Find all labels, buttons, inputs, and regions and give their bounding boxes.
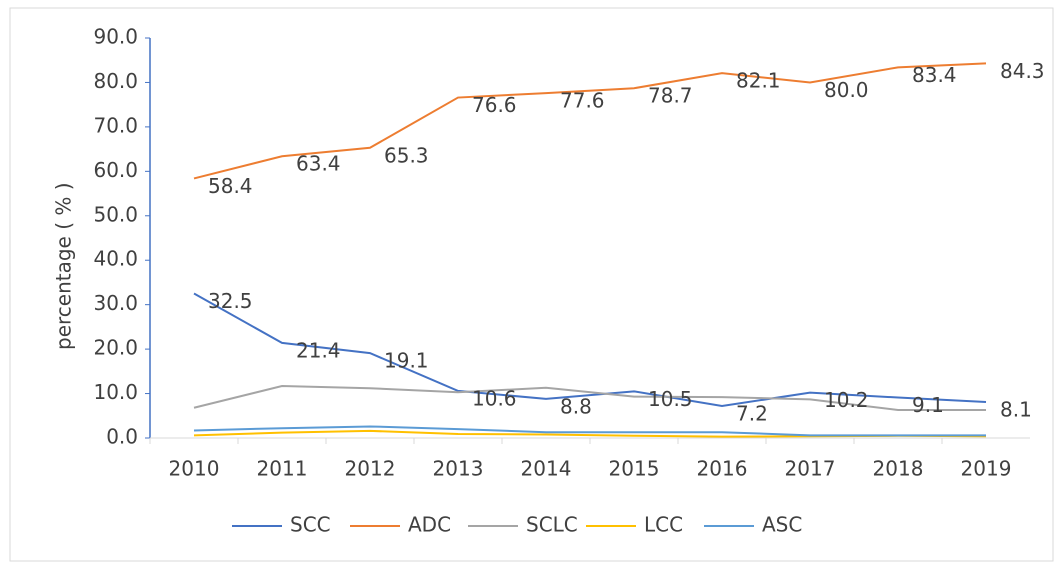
- series-line: [193, 425, 986, 437]
- y-tick-label: 20.0: [93, 336, 138, 360]
- x-tick-label: 2012: [345, 457, 396, 481]
- data-label: 78.7: [648, 84, 693, 108]
- x-tick-label: 2017: [785, 457, 836, 481]
- y-tick-label: 40.0: [93, 247, 138, 271]
- x-tick-label: 2010: [169, 457, 220, 481]
- legend-label: SCC: [290, 513, 331, 537]
- y-tick-label: 80.0: [93, 69, 138, 93]
- data-label: 82.1: [736, 69, 781, 93]
- x-tick-label: 2018: [873, 457, 924, 481]
- x-tick-label: 2019: [961, 457, 1012, 481]
- x-tick-label: 2014: [521, 457, 572, 481]
- data-label: 7.2: [736, 402, 768, 426]
- chart-frame: [9, 7, 1054, 562]
- y-axis-label: percentage ( % ): [52, 182, 76, 350]
- data-label: 9.1: [912, 393, 944, 417]
- legend-label: ASC: [762, 513, 802, 537]
- y-tick-label: 60.0: [93, 158, 138, 182]
- series-line: [193, 62, 987, 180]
- data-label: 77.6: [560, 89, 605, 113]
- data-label: 65.3: [384, 143, 429, 167]
- data-label: 10.5: [648, 387, 693, 411]
- y-tick-label: 0.0: [106, 425, 138, 449]
- y-tick-label: 10.0: [93, 380, 138, 404]
- legend-label: LCC: [644, 513, 683, 537]
- data-label: 19.1: [384, 349, 429, 373]
- y-tick-label: 50.0: [93, 202, 138, 226]
- series-line: [193, 384, 986, 411]
- x-tick-label: 2011: [257, 457, 308, 481]
- data-label: 10.2: [824, 388, 869, 412]
- data-label: 8.1: [1000, 398, 1032, 422]
- y-tick-label: 70.0: [93, 113, 138, 137]
- data-label: 76.6: [472, 93, 517, 117]
- series-line: [193, 292, 987, 408]
- x-tick-label: 2016: [697, 457, 748, 481]
- x-tick-label: 2015: [609, 457, 660, 481]
- data-label: 10.6: [472, 386, 517, 410]
- data-label: 58.4: [208, 174, 253, 198]
- legend-label: ADC: [408, 513, 451, 537]
- y-tick-label: 90.0: [93, 25, 138, 49]
- data-label: 21.4: [296, 338, 341, 362]
- data-label: 63.4: [296, 152, 341, 176]
- data-label: 84.3: [1000, 59, 1045, 83]
- legend-label: SCLC: [526, 513, 578, 537]
- data-label: 8.8: [560, 394, 592, 418]
- data-label: 80.0: [824, 78, 869, 102]
- data-label: 32.5: [208, 289, 253, 313]
- data-label: 83.4: [912, 63, 957, 87]
- y-tick-label: 30.0: [93, 291, 138, 315]
- x-tick-label: 2013: [433, 457, 484, 481]
